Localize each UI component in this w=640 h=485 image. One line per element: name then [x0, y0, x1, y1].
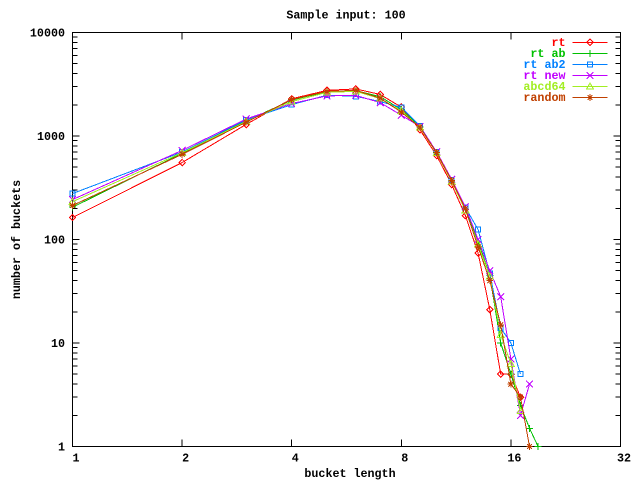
svg-text:1: 1 [58, 441, 65, 455]
svg-text:100: 100 [44, 234, 65, 248]
svg-text:16: 16 [507, 451, 521, 465]
svg-text:10: 10 [51, 337, 65, 351]
svg-text:Sample input: 100: Sample input: 100 [286, 8, 405, 22]
svg-text:2: 2 [182, 451, 189, 465]
svg-text:1000: 1000 [37, 130, 65, 144]
svg-text:1: 1 [72, 451, 79, 465]
svg-text:rt ab: rt ab [530, 47, 565, 61]
svg-text:random: random [523, 91, 565, 105]
svg-text:rt ab2: rt ab2 [523, 58, 565, 72]
svg-text:10000: 10000 [30, 27, 65, 41]
svg-text:rt: rt [551, 36, 565, 50]
svg-text:rt new: rt new [523, 69, 565, 83]
svg-text:8: 8 [401, 451, 408, 465]
svg-text:4: 4 [292, 451, 299, 465]
svg-text:abcd64: abcd64 [523, 80, 565, 94]
svg-text:number of buckets: number of buckets [10, 180, 24, 299]
svg-text:bucket length: bucket length [304, 467, 395, 480]
svg-text:32: 32 [617, 451, 631, 465]
